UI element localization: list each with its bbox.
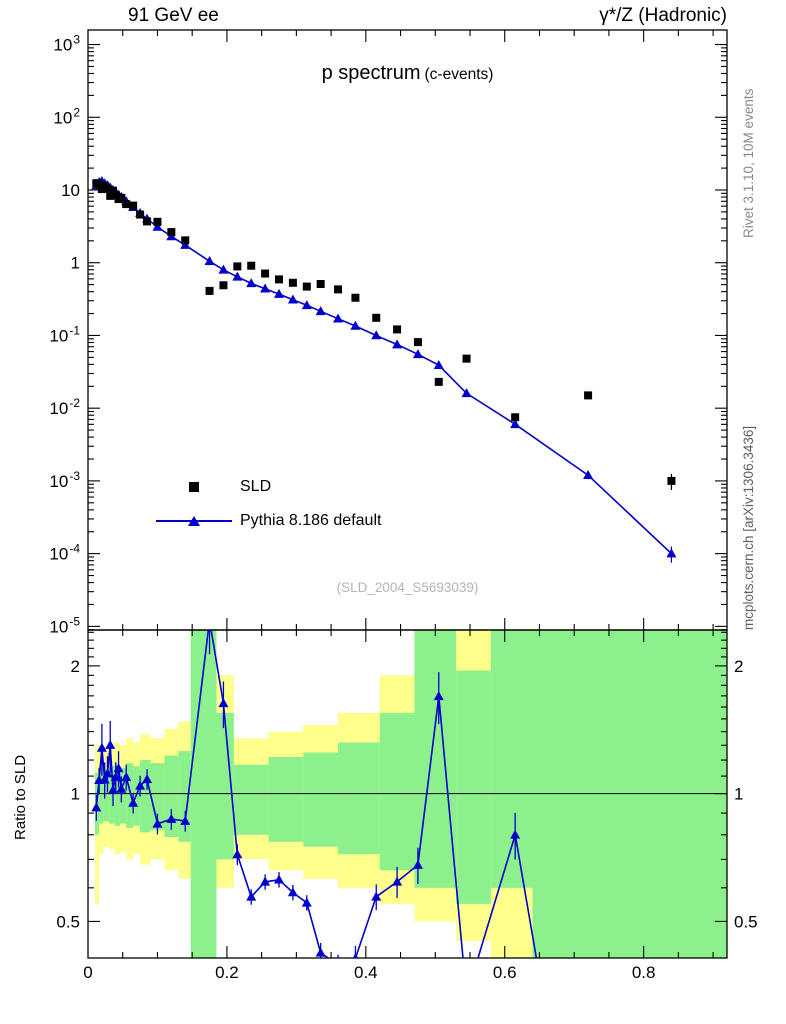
svg-text:10: 10 xyxy=(61,181,80,200)
svg-text:1: 1 xyxy=(71,785,80,804)
svg-text:0: 0 xyxy=(83,963,92,982)
process-label: γ*/Z (Hadronic) xyxy=(599,5,727,26)
plot-title-main: p spectrum xyxy=(321,62,421,84)
sld-series-main xyxy=(92,179,676,485)
svg-text:1: 1 xyxy=(734,785,743,804)
svg-text:102: 102 xyxy=(53,105,80,127)
plot-title: p spectrum (c-events) xyxy=(88,62,727,85)
svg-text:0.4: 0.4 xyxy=(354,963,378,982)
analysis-watermark: (SLD_2004_S5693039) xyxy=(336,580,479,595)
svg-text:1: 1 xyxy=(71,254,80,273)
pythia-ratio-series xyxy=(91,630,538,958)
svg-text:103: 103 xyxy=(53,33,80,55)
svg-text:10-2: 10-2 xyxy=(49,396,80,418)
svg-text:10-1: 10-1 xyxy=(49,323,80,345)
plot-title-sub: (c-events) xyxy=(424,66,494,83)
rivet-version-note: Rivet 3.1.10, 10M events xyxy=(741,88,756,238)
svg-text:10-3: 10-3 xyxy=(49,469,80,491)
svg-text:0.5: 0.5 xyxy=(56,912,80,931)
legend-item-sld: SLD xyxy=(148,470,381,504)
sld-square-icon xyxy=(189,482,199,492)
legend-label-pythia: Pythia 8.186 default xyxy=(240,512,382,529)
ratio-axis-label: Ratio to SLD xyxy=(12,754,29,840)
legend-item-pythia: Pythia 8.186 default xyxy=(148,504,381,538)
svg-text:0.2: 0.2 xyxy=(215,963,239,982)
svg-text:0.5: 0.5 xyxy=(734,912,758,931)
pythia-triangle-icon xyxy=(188,516,200,526)
legend-label-sld: SLD xyxy=(240,478,272,495)
svg-text:0.6: 0.6 xyxy=(493,963,517,982)
svg-text:0.8: 0.8 xyxy=(632,963,656,982)
axis-ticks xyxy=(88,30,727,958)
svg-text:2: 2 xyxy=(71,657,80,676)
mcplots-note: mcplots.cern.ch [arXiv:1306.3436] xyxy=(741,425,756,630)
svg-text:2: 2 xyxy=(734,657,743,676)
legend: SLD Pythia 8.186 default xyxy=(148,470,381,538)
svg-text:10-5: 10-5 xyxy=(49,614,80,636)
beam-energy-label: 91 GeV ee xyxy=(128,5,219,26)
pythia-marker-cell xyxy=(148,516,240,526)
svg-text:10-4: 10-4 xyxy=(49,542,80,564)
sld-marker-cell xyxy=(148,482,240,492)
